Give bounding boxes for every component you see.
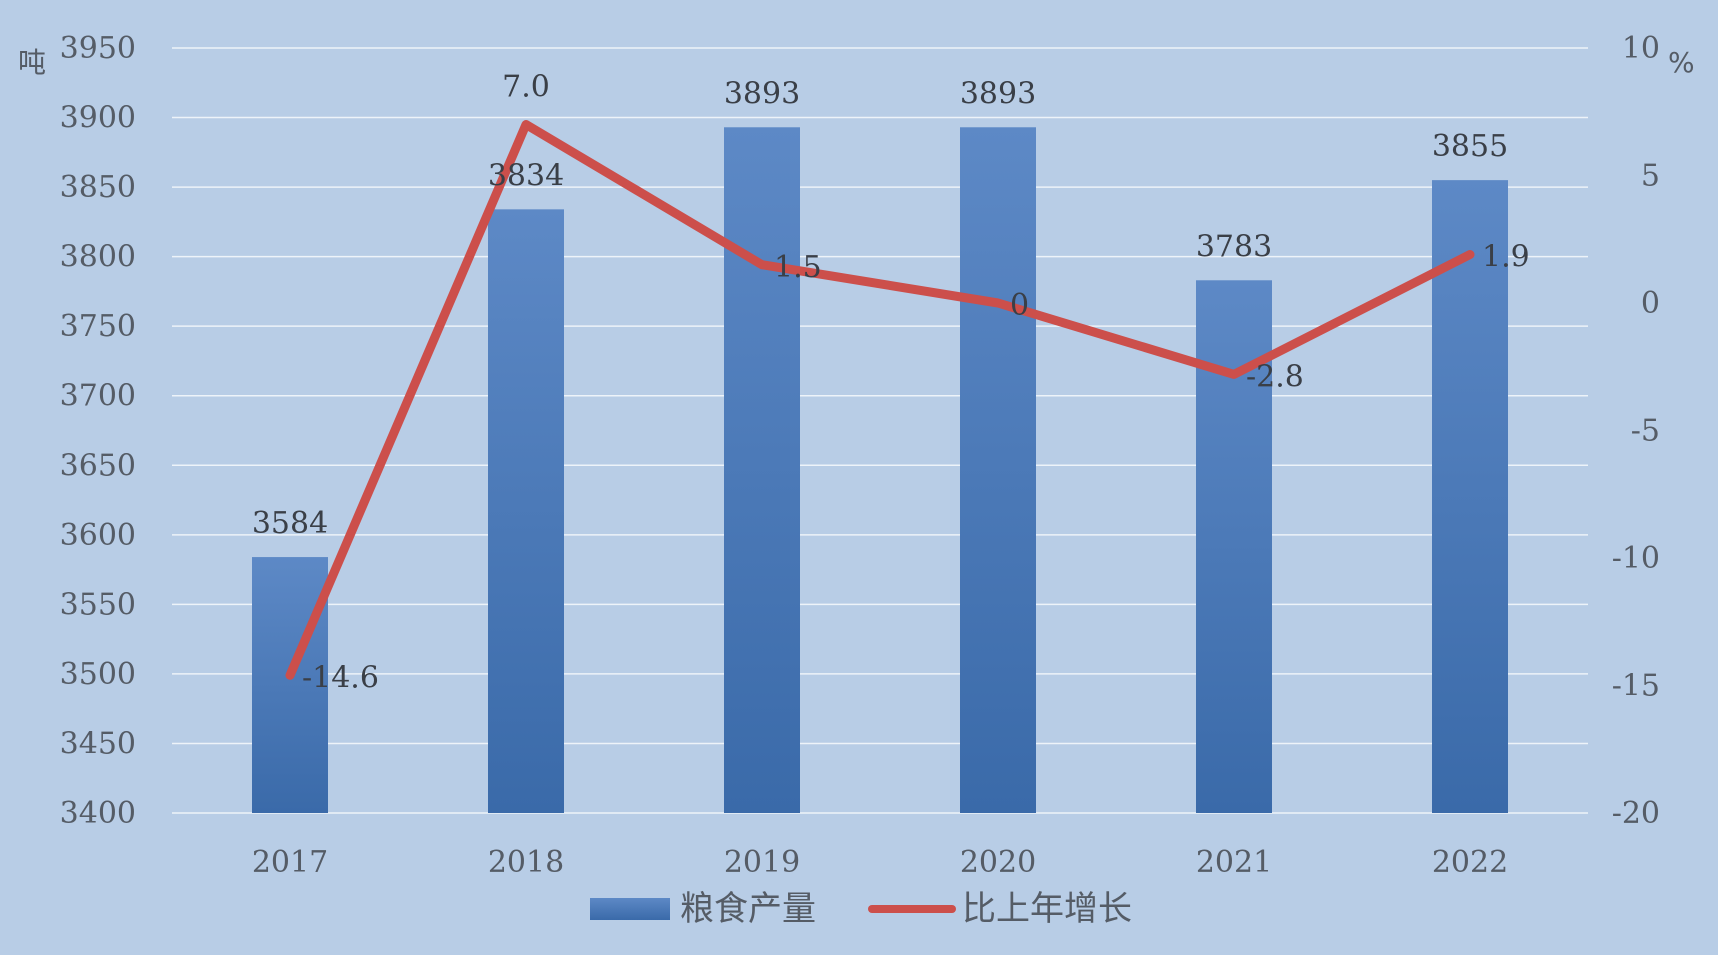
- left-tick-label: 3450: [60, 726, 136, 761]
- x-axis-ticks: 2017 2018 2019 2020 2021 2022: [252, 845, 1508, 880]
- bar-2020: [960, 127, 1036, 814]
- legend-label-bar: 粮食产量: [680, 889, 816, 929]
- bar-value-label: 3834: [488, 158, 564, 193]
- gridlines: [172, 47, 1588, 814]
- right-tick-label: 10: [1622, 31, 1660, 66]
- left-tick-label: 3650: [60, 448, 136, 483]
- x-tick-label: 2021: [1196, 845, 1272, 880]
- x-tick-label: 2018: [488, 845, 564, 880]
- left-axis-ticks: 3400 3450 3500 3550 3600 3650 3700 3750 3800 3850…: [60, 31, 136, 831]
- right-tick-label: -5: [1631, 414, 1660, 449]
- right-tick-label: -20: [1612, 796, 1660, 831]
- left-tick-label: 3700: [60, 379, 136, 414]
- left-tick-label: 3500: [60, 657, 136, 692]
- right-axis-ticks: -20 -15 -10 -5 0 5 10: [1612, 31, 1660, 831]
- bar-value-label: 3893: [724, 76, 800, 111]
- x-tick-label: 2022: [1432, 845, 1508, 880]
- left-tick-label: 3400: [60, 796, 136, 831]
- left-tick-label: 3600: [60, 518, 136, 553]
- growth-value-label: -2.8: [1246, 359, 1304, 394]
- left-tick-label: 3800: [60, 240, 136, 275]
- left-tick-label: 3950: [60, 31, 136, 66]
- bar-2022: [1432, 180, 1508, 814]
- bars: [252, 127, 1508, 814]
- bar-value-label: 3855: [1432, 129, 1508, 164]
- bar-2017: [252, 557, 328, 813]
- bar-value-label: 3783: [1196, 229, 1272, 264]
- left-tick-label: 3850: [60, 170, 136, 205]
- right-tick-label: 5: [1641, 159, 1660, 194]
- left-tick-label: 3550: [60, 587, 136, 622]
- growth-value-label: -14.6: [302, 660, 379, 695]
- bar-2019: [724, 127, 800, 814]
- left-tick-label: 3750: [60, 309, 136, 344]
- growth-line-path: [285, 120, 1475, 680]
- data-labels: 3584 3834 3893 3893 3783 3855 -14.6 7.0 1.5 0 -2.8…: [252, 70, 1530, 696]
- right-axis-unit: %: [1668, 46, 1695, 79]
- growth-value-label: 1.5: [774, 250, 822, 285]
- legend: 粮食产量 比上年增长: [590, 889, 1132, 929]
- growth-value-label: 1.9: [1482, 240, 1530, 275]
- right-tick-label: -15: [1612, 669, 1660, 704]
- bar-2018: [488, 209, 564, 813]
- legend-label-line: 比上年增长: [962, 889, 1132, 929]
- left-tick-label: 3900: [60, 101, 136, 136]
- right-tick-label: 0: [1641, 286, 1660, 321]
- bar-value-label: 3893: [960, 76, 1036, 111]
- right-tick-label: -10: [1612, 541, 1660, 576]
- x-tick-label: 2017: [252, 845, 328, 880]
- growth-line: [285, 120, 1475, 680]
- bar-value-label: 3584: [252, 506, 328, 541]
- x-tick-label: 2020: [960, 845, 1036, 880]
- x-tick-label: 2019: [724, 845, 800, 880]
- legend-swatch-bar: [590, 898, 670, 920]
- growth-value-label: 0: [1010, 288, 1029, 323]
- left-axis-unit: 吨: [18, 46, 46, 79]
- growth-value-label: 7.0: [502, 70, 550, 105]
